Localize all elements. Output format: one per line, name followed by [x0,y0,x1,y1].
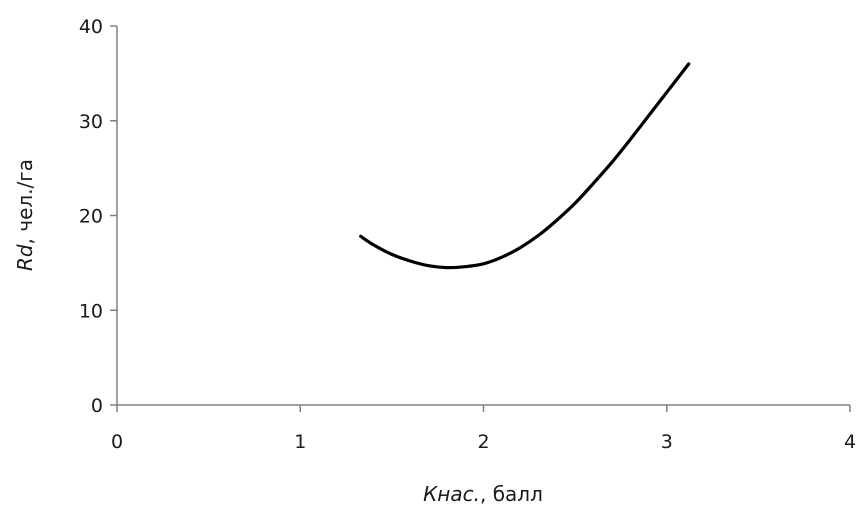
x-tick-label: 0 [111,431,123,453]
y-tick-label: 40 [79,16,103,38]
y-tick-label: 30 [79,111,103,133]
x-axis-title-italic: Кнас. [423,482,480,506]
y-ticks: 0 10 20 30 40 [79,16,117,417]
x-axis-title-rest: , балл [480,482,543,506]
series-line [359,62,691,270]
y-tick-label: 0 [91,395,103,417]
y-axis-title: Rd, чел./га [13,159,37,271]
x-ticks: 0 1 2 3 4 [111,405,856,453]
x-tick-label: 4 [844,431,856,453]
y-axis-title-rest: , чел./га [13,159,37,244]
x-tick-label: 2 [477,431,489,453]
x-tick-label: 1 [294,431,306,453]
axes: 0 10 20 30 40 0 1 2 3 4 [79,16,856,453]
y-tick-label: 20 [79,206,103,228]
x-axis-title: Кнас., балл [423,482,543,506]
x-tick-label: 3 [661,431,673,453]
y-axis-title-italic: Rd [13,244,37,271]
y-tick-label: 10 [79,300,103,322]
